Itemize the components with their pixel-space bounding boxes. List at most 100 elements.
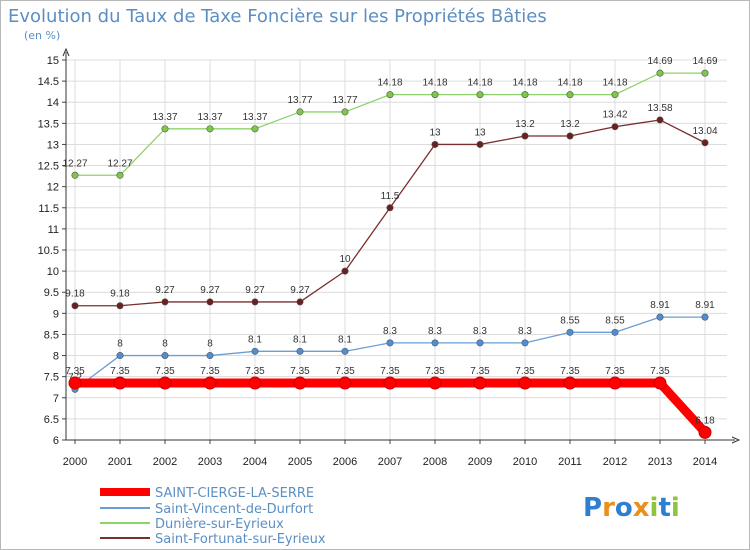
logo-letter-o: o [615,493,633,523]
data-label: 14.18 [557,78,582,89]
data-label: 10 [339,254,351,265]
data-label: 14.18 [422,78,447,89]
data-label: 14.18 [467,78,492,89]
data-point [161,298,169,306]
data-point [341,108,349,116]
data-label: 9.27 [290,285,310,296]
data-point [251,298,259,306]
data-label: 6.18 [695,415,715,426]
legend-label: Saint-Vincent-de-Durfort [155,502,313,517]
data-label: 13.37 [197,112,222,123]
series-saint-cierge-la-serre: 7.35 7.35 7.35 7.35 7.35 7.35 7.35 7.35 7.35 7.35… [65,366,715,439]
y-axis-ticks: 6 6.5 7 7.5 8 8.5 9 9.5 10 10.5 11 11.5 12 12.5 13 13.5… [38,55,66,447]
data-label: 8.1 [338,334,352,345]
data-label: 8.3 [473,326,487,337]
y-tick-label: 14.5 [38,76,59,88]
data-label: 8 [117,339,123,350]
y-tick-label: 13.5 [38,118,59,130]
series-saint-fortunat-sur-eyrieux: 9.18 9.18 9.27 9.27 9.27 9.27 10 11.5 13 13 13.2 13… [65,103,718,310]
data-label: 14.18 [377,78,402,89]
data-point [566,132,574,140]
logo-letter-r: r [602,493,615,523]
data-point [248,376,262,390]
data-label: 8.3 [383,326,397,337]
y-tick-label: 11.5 [38,203,59,215]
data-point [611,91,619,99]
data-point [158,376,172,390]
x-tick-label: 2010 [513,456,537,468]
data-point [296,347,304,355]
y-axis-arrow [62,47,70,57]
data-point [476,140,484,148]
data-label: 9.27 [245,285,265,296]
logo-letter-p: P [583,493,602,523]
data-label: 7.35 [290,366,310,377]
y-tick-label: 7.5 [44,372,59,384]
series-duni-re-sur-eyrieux: 12.27 12.27 13.37 13.37 13.37 13.77 13.77 14.18… [62,56,718,179]
data-point [206,125,214,133]
y-tick-label: 8 [53,351,59,363]
data-label: 13.77 [332,95,357,106]
data-point [518,376,532,390]
data-point [476,91,484,99]
data-point [656,69,664,77]
x-tick-label: 2000 [63,456,87,468]
data-label: 7.35 [560,366,580,377]
y-tick-label: 7 [53,393,59,405]
data-label: 13.42 [602,110,627,121]
data-point [698,425,712,439]
logo-letter-t: t [658,493,670,523]
data-point [611,123,619,131]
data-point [473,376,487,390]
data-point [68,376,82,390]
data-label: 13 [474,127,486,138]
data-label: 8.91 [650,300,670,311]
data-point [296,108,304,116]
y-tick-label: 11 [48,224,59,236]
x-tick-label: 2014 [693,456,717,468]
data-label: 7.35 [110,366,130,377]
data-point [656,116,664,124]
x-tick-label: 2007 [378,456,402,468]
legend-item-duni-re-sur-eyrieux: Dunière-sur-Eyrieux [100,517,284,532]
data-label: 7.35 [605,366,625,377]
data-label: 13.04 [692,126,717,137]
y-tick-label: 13 [47,139,59,151]
data-label: 7.35 [650,366,670,377]
legend-item-saint-vincent-de-durfort: Saint-Vincent-de-Durfort [100,502,313,517]
legend-item-saint-cierge-la-serre: SAINT-CIERGE-LA-SERRE [100,486,314,501]
data-point [383,376,397,390]
svg-text:Proxiti: Proxiti [583,493,680,523]
proxiti-logo: Proxiti [583,493,680,523]
data-label: 7.35 [425,366,445,377]
y-tick-label: 10.5 [38,245,59,257]
x-axis-arrow [731,436,741,444]
y-tick-label: 6.5 [44,414,59,426]
series-saint-vincent-de-durfort: 7.28888.18.18.18.38.38.38.38.558.558.918… [68,300,715,393]
legend-item-saint-fortunat-sur-eyrieux: Saint-Fortunat-sur-Eyrieux [100,532,326,547]
data-label: 11.5 [381,191,400,202]
y-tick-label: 6 [53,435,59,447]
data-label: 8 [162,339,168,350]
data-point [113,376,127,390]
data-point [386,91,394,99]
data-point [341,347,349,355]
x-tick-label: 2005 [288,456,312,468]
axes [62,47,741,444]
x-tick-label: 2006 [333,456,357,468]
data-label: 13.37 [242,112,267,123]
logo-letter-i: i [650,493,659,523]
data-label: 8.3 [428,326,442,337]
data-point [653,376,667,390]
y-tick-label: 8.5 [44,329,59,341]
y-tick-label: 10 [47,266,59,278]
data-point [431,339,439,347]
legend: SAINT-CIERGE-LA-SERRESaint-Vincent-de-Du… [100,486,326,547]
data-label: 13.37 [152,112,177,123]
data-point [203,376,217,390]
data-label: 7.35 [515,366,535,377]
chart-unit: (en %) [24,29,60,42]
data-label: 12.27 [107,158,132,169]
